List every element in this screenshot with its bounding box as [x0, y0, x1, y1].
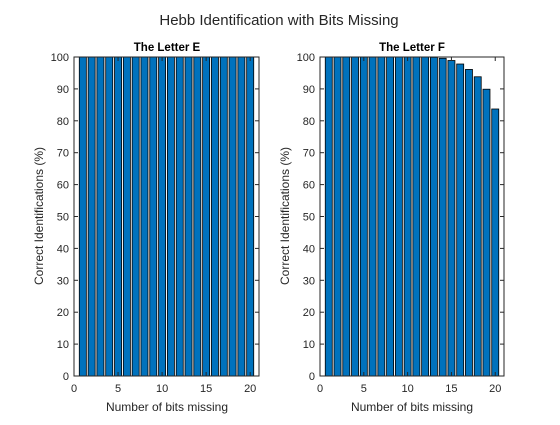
- y-tick-label: 20: [57, 307, 69, 319]
- bar: [359, 56, 368, 377]
- bar: [114, 56, 122, 377]
- bar: [438, 57, 447, 377]
- bar: [166, 56, 175, 377]
- bar: [342, 56, 351, 377]
- bar: [491, 108, 500, 377]
- y-tick-label: 30: [303, 275, 315, 287]
- x-tick-label: 5: [361, 383, 367, 395]
- y-tick-label: 0: [309, 371, 315, 383]
- bar: [482, 88, 491, 377]
- bar: [140, 56, 149, 377]
- x-tick-label: 10: [401, 383, 413, 395]
- bar: [412, 56, 421, 377]
- bar: [175, 56, 184, 377]
- bar: [228, 56, 237, 377]
- x-axis-label: Number of bits missing: [106, 400, 228, 414]
- x-axis-label: Number of bits missing: [351, 400, 473, 414]
- subplot-letter-e: The Letter E Number of bits missing Corr…: [32, 42, 260, 414]
- subplot-title: The Letter F: [379, 42, 445, 54]
- bar: [403, 56, 412, 377]
- bar: [237, 56, 246, 377]
- y-tick-label: 0: [63, 371, 69, 383]
- y-tick-label: 60: [57, 180, 69, 192]
- bar: [105, 56, 114, 377]
- y-tick-label: 90: [303, 84, 315, 96]
- figure-title: Hebb Identification with Bits Missing: [159, 12, 398, 29]
- bar: [324, 56, 333, 377]
- x-tick-label: 0: [71, 383, 77, 395]
- bar: [149, 56, 158, 377]
- y-tick-label: 70: [303, 148, 315, 160]
- bar: [351, 56, 359, 377]
- bar: [202, 56, 211, 377]
- bar: [394, 56, 403, 377]
- x-tick-label: 20: [244, 383, 256, 395]
- x-tick-label: 5: [115, 383, 121, 395]
- y-tick-label: 20: [303, 307, 315, 319]
- bar: [158, 56, 167, 377]
- y-tick-label: 50: [57, 212, 69, 224]
- bar: [122, 56, 131, 377]
- y-tick-label: 80: [57, 116, 69, 128]
- bar: [246, 56, 255, 377]
- y-tick-label: 10: [303, 339, 315, 351]
- bar: [184, 56, 193, 377]
- y-tick-label: 60: [303, 180, 315, 192]
- y-tick-label: 80: [303, 116, 315, 128]
- bar: [447, 60, 456, 377]
- bar: [219, 56, 228, 377]
- y-tick-label: 100: [297, 52, 315, 64]
- y-tick-label: 70: [57, 148, 69, 160]
- y-tick-label: 30: [57, 275, 69, 287]
- bar: [193, 56, 202, 377]
- y-tick-label: 10: [57, 339, 69, 351]
- bar: [211, 56, 219, 377]
- bar: [456, 63, 465, 377]
- y-axis-label: Correct Identifications (%): [278, 147, 292, 285]
- bar: [386, 56, 394, 377]
- bar: [78, 56, 87, 377]
- y-tick-label: 40: [303, 243, 315, 255]
- bar: [96, 56, 105, 377]
- bar: [473, 76, 482, 377]
- bar: [87, 56, 96, 377]
- y-tick-label: 90: [57, 84, 69, 96]
- bar: [429, 56, 438, 377]
- x-tick-label: 20: [489, 383, 501, 395]
- y-tick-label: 50: [303, 212, 315, 224]
- bar: [368, 56, 377, 377]
- x-tick-label: 10: [156, 383, 168, 395]
- bar: [377, 56, 386, 377]
- y-axis-label: Correct Identifications (%): [32, 147, 46, 285]
- x-tick-label: 0: [317, 383, 323, 395]
- bar: [333, 56, 342, 377]
- x-tick-label: 15: [445, 383, 457, 395]
- y-tick-label: 40: [57, 243, 69, 255]
- y-tick-label: 100: [51, 52, 69, 64]
- x-tick-label: 15: [200, 383, 212, 395]
- bar: [465, 69, 473, 377]
- bar: [421, 56, 430, 377]
- bar: [131, 56, 140, 377]
- subplot-title: The Letter E: [134, 42, 201, 54]
- subplot-letter-f: The Letter F Number of bits missing Corr…: [278, 42, 505, 414]
